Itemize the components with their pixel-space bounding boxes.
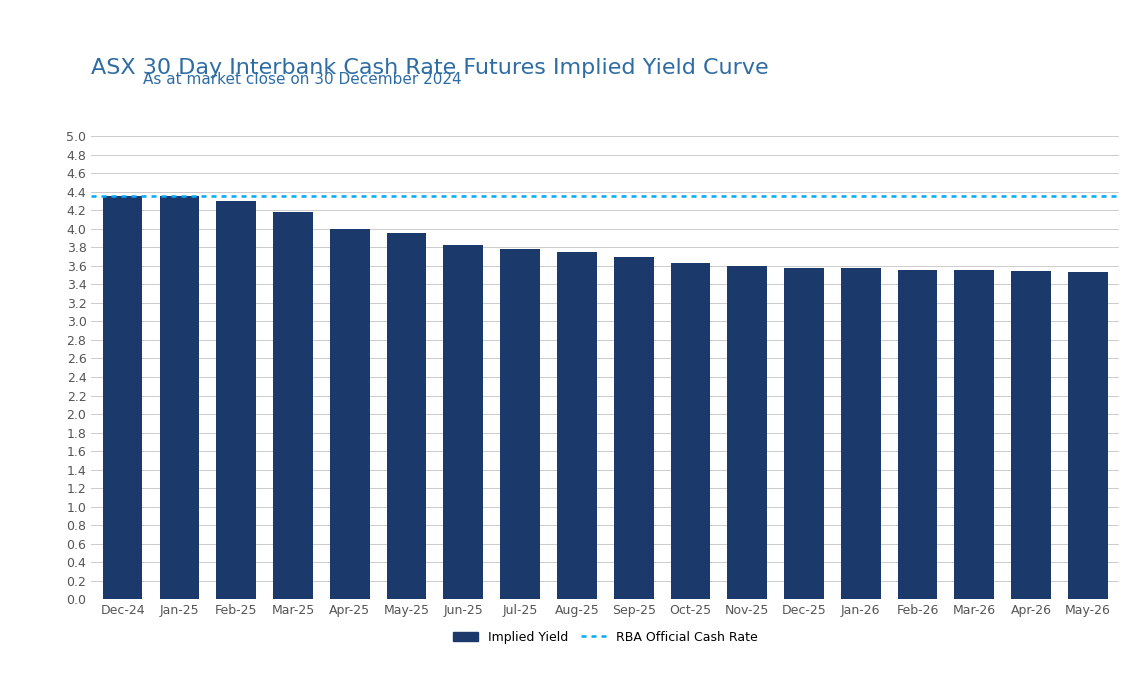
Text: As at market close on 30 December 2024: As at market close on 30 December 2024 <box>143 72 461 86</box>
Bar <box>1068 272 1108 599</box>
Bar <box>898 270 938 599</box>
Bar <box>103 196 143 599</box>
Bar <box>955 270 995 599</box>
Bar <box>443 244 483 599</box>
Bar <box>841 268 880 599</box>
Bar <box>727 266 767 599</box>
Bar <box>387 234 426 599</box>
Bar <box>273 212 313 599</box>
Legend: Implied Yield, RBA Official Cash Rate: Implied Yield, RBA Official Cash Rate <box>448 626 763 648</box>
Bar <box>160 196 199 599</box>
Bar <box>670 263 710 599</box>
Bar <box>613 257 653 599</box>
Bar <box>216 201 256 599</box>
Bar <box>557 252 597 599</box>
Text: ASX 30 Day Interbank Cash Rate Futures Implied Yield Curve: ASX 30 Day Interbank Cash Rate Futures I… <box>91 58 769 78</box>
Bar <box>785 268 823 599</box>
Bar <box>500 249 540 599</box>
Bar <box>1012 272 1051 599</box>
Bar <box>330 229 370 599</box>
